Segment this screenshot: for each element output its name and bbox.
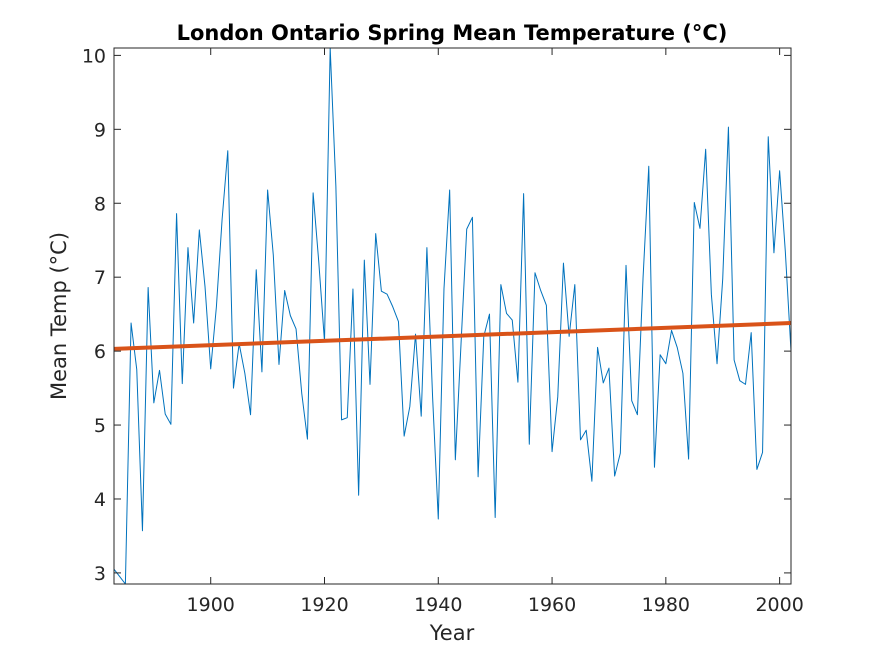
x-tick-label: 1940 xyxy=(414,594,462,616)
x-axis-label: Year xyxy=(429,621,475,645)
y-tick-label: 7 xyxy=(94,267,106,289)
series-line-temperature xyxy=(113,47,792,585)
series-line-trend xyxy=(113,321,792,351)
y-tick-label: 5 xyxy=(94,415,106,437)
y-tick-label: 10 xyxy=(82,45,106,67)
x-tick-label: 1960 xyxy=(528,594,576,616)
x-tick-label: 2000 xyxy=(755,594,803,616)
y-axis-label: Mean Temp (°C) xyxy=(47,232,71,400)
y-tick-label: 4 xyxy=(94,489,106,511)
series-layer xyxy=(113,47,792,585)
y-tick-label: 3 xyxy=(94,563,106,585)
x-tick-label: 1920 xyxy=(300,594,348,616)
y-tick-label: 8 xyxy=(94,193,106,215)
y-tick-label: 6 xyxy=(94,341,106,363)
plot-frame xyxy=(113,47,792,585)
ticks-layer: 1900 1920 1940 1960 1980 2000 3 4 5 6 7 8 9 10 xyxy=(82,45,804,616)
chart-title: London Ontario Spring Mean Temperature (… xyxy=(177,21,728,45)
y-tick-label: 9 xyxy=(94,119,106,141)
x-tick-label: 1900 xyxy=(187,594,235,616)
x-tick-label: 1980 xyxy=(642,594,690,616)
